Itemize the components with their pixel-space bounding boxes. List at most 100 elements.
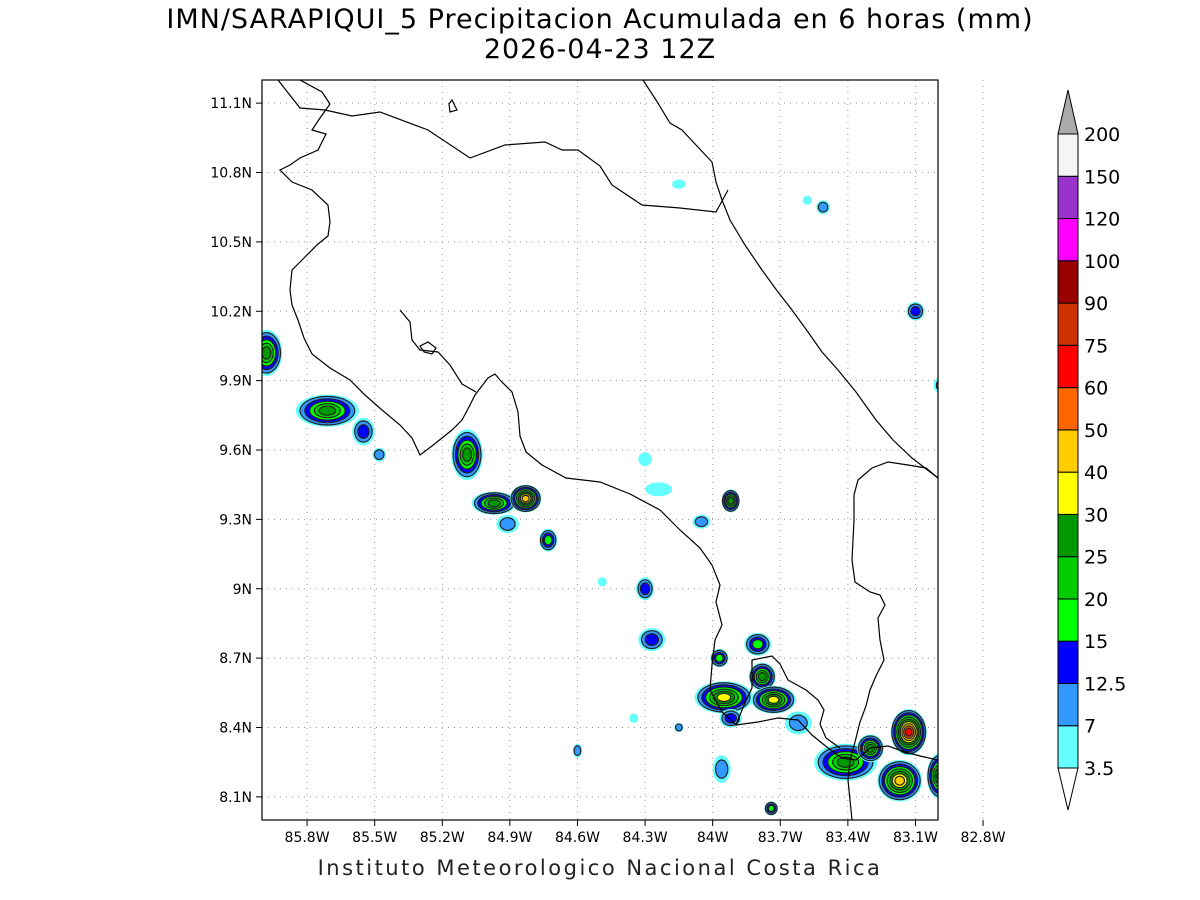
precip-cell: [597, 577, 607, 587]
colorbar-swatch: [1057, 260, 1079, 304]
burica-coast: [855, 745, 938, 761]
colorbar-label: 15: [1084, 631, 1108, 653]
colorbar-swatch: [1057, 598, 1079, 642]
contour-fill: [629, 713, 639, 723]
latitude-ticks: 11.1N 10.8N 10.5N 10.2N 9.9N 9.6N 9.3N 9N 8.7N 8.…: [210, 96, 262, 806]
precip-cell: [638, 452, 652, 467]
map-subtitle-date: 2026-04-23 12Z: [483, 34, 717, 65]
y-tick-label: 9.9N: [219, 374, 252, 390]
precip-cell: [674, 722, 684, 733]
precip-cell: [572, 743, 582, 758]
precip-cell: [372, 447, 386, 462]
precip-cell: [352, 417, 375, 446]
colorbar-label: 150: [1084, 166, 1120, 188]
colorbar-swatch: [1057, 682, 1079, 727]
contour-fill: [802, 195, 812, 205]
colorbar-label: 20: [1084, 589, 1108, 611]
colorbar-label: 30: [1084, 504, 1108, 526]
longitude-ticks: 85.8W 85.5W 85.2W 84.9W 84.6W 84.3W 84W 83.7W 83…: [285, 820, 1006, 846]
precip-cell: [926, 753, 938, 799]
contour-fill: [645, 634, 658, 645]
precip-cell: [710, 648, 729, 668]
contour-fill: [936, 381, 938, 389]
colorbar-label: 25: [1084, 547, 1108, 569]
colorbar-label: 120: [1084, 209, 1120, 231]
colorbar-label: 7: [1084, 716, 1096, 738]
colorbar-label: 90: [1084, 293, 1108, 315]
contour-edge: [1006, 802, 1015, 811]
colorbar-swatch: [1057, 725, 1079, 769]
contour-fill: [695, 517, 707, 526]
contour-fill: [319, 406, 335, 415]
precip-cell: [694, 681, 754, 714]
contour-fill: [938, 799, 952, 818]
precip-cell: [712, 755, 731, 783]
contour-edge: [1002, 798, 1019, 815]
contour-edge: [950, 740, 962, 752]
map-title: IMN/SARAPIQUI_5 Precipitacion Acumulada …: [166, 4, 1034, 35]
colorbar-swatch: [1057, 429, 1079, 473]
colorbar-swatch: [1057, 556, 1079, 600]
x-tick-label: 83.7W: [758, 830, 803, 846]
contour-edge: [984, 761, 996, 773]
contour-fill: [953, 743, 959, 749]
contour-fill: [728, 498, 733, 504]
precip-cell: [816, 200, 830, 215]
precip-cell: [949, 739, 963, 753]
contour-fill: [758, 673, 766, 680]
colorbar-label: 3.5: [1084, 758, 1114, 780]
precip-cell: [539, 528, 558, 552]
colorbar-label: 12.5: [1084, 673, 1126, 695]
contour-fill: [597, 577, 607, 587]
precip-cell: [471, 491, 517, 515]
colorbar-swatch: [1057, 344, 1079, 389]
y-tick-label: 9.6N: [219, 443, 252, 459]
lat-lon-grid: [262, 80, 984, 820]
y-tick-label: 8.1N: [219, 790, 252, 806]
contour-fill: [949, 739, 963, 753]
contour-fill: [725, 714, 736, 723]
contour-fill: [641, 583, 650, 594]
precip-cell: [764, 801, 779, 816]
x-tick-label: 84.6W: [555, 830, 600, 846]
osa-peninsula-coast: [735, 655, 841, 749]
contour-fill: [987, 764, 993, 770]
footer-credit: Instituto Meteorologico Nacional Costa R…: [317, 856, 883, 880]
colorbar-under-arrow: [1057, 767, 1079, 811]
colorbar-label: 75: [1084, 335, 1108, 357]
nicoya-gulf-coast: [399, 309, 477, 393]
precip-cell: [877, 759, 923, 802]
contour-fill: [500, 518, 515, 530]
contour-fill: [717, 694, 731, 701]
contour-fill: [358, 425, 369, 438]
colorbar-label: 50: [1084, 420, 1108, 442]
contour-fill: [768, 696, 779, 703]
x-tick-label: 83.1W: [893, 830, 938, 846]
colorbar-swatch: [1057, 513, 1079, 558]
y-tick-label: 9.3N: [219, 512, 252, 528]
panama-border-line: [847, 461, 938, 820]
x-tick-label: 83.4W: [825, 830, 870, 846]
contour-fill: [1007, 803, 1013, 809]
contour-fill: [545, 536, 552, 545]
contour-fill: [933, 377, 938, 394]
x-tick-label: 82.8W: [961, 830, 1006, 846]
x-tick-label: 84W: [697, 830, 729, 846]
contour-fill: [789, 715, 807, 730]
precip-cell: [890, 709, 927, 756]
precip-cell: [509, 484, 542, 513]
contour-fill: [488, 500, 500, 506]
colorbar-swatch: [1057, 302, 1079, 346]
precip-cell: [748, 662, 776, 691]
x-tick-label: 84.3W: [623, 830, 668, 846]
contour-fill: [375, 450, 384, 459]
precip-cell: [496, 514, 519, 534]
precip-cell: [629, 713, 639, 723]
pacific-coast-north: [278, 80, 857, 761]
colorbar-label: 100: [1084, 251, 1120, 273]
contour-fill: [1001, 797, 1019, 816]
contour-fill: [676, 724, 682, 731]
precip-cell: [933, 377, 938, 394]
contour-fill: [716, 654, 723, 662]
contour-fill: [638, 452, 652, 467]
